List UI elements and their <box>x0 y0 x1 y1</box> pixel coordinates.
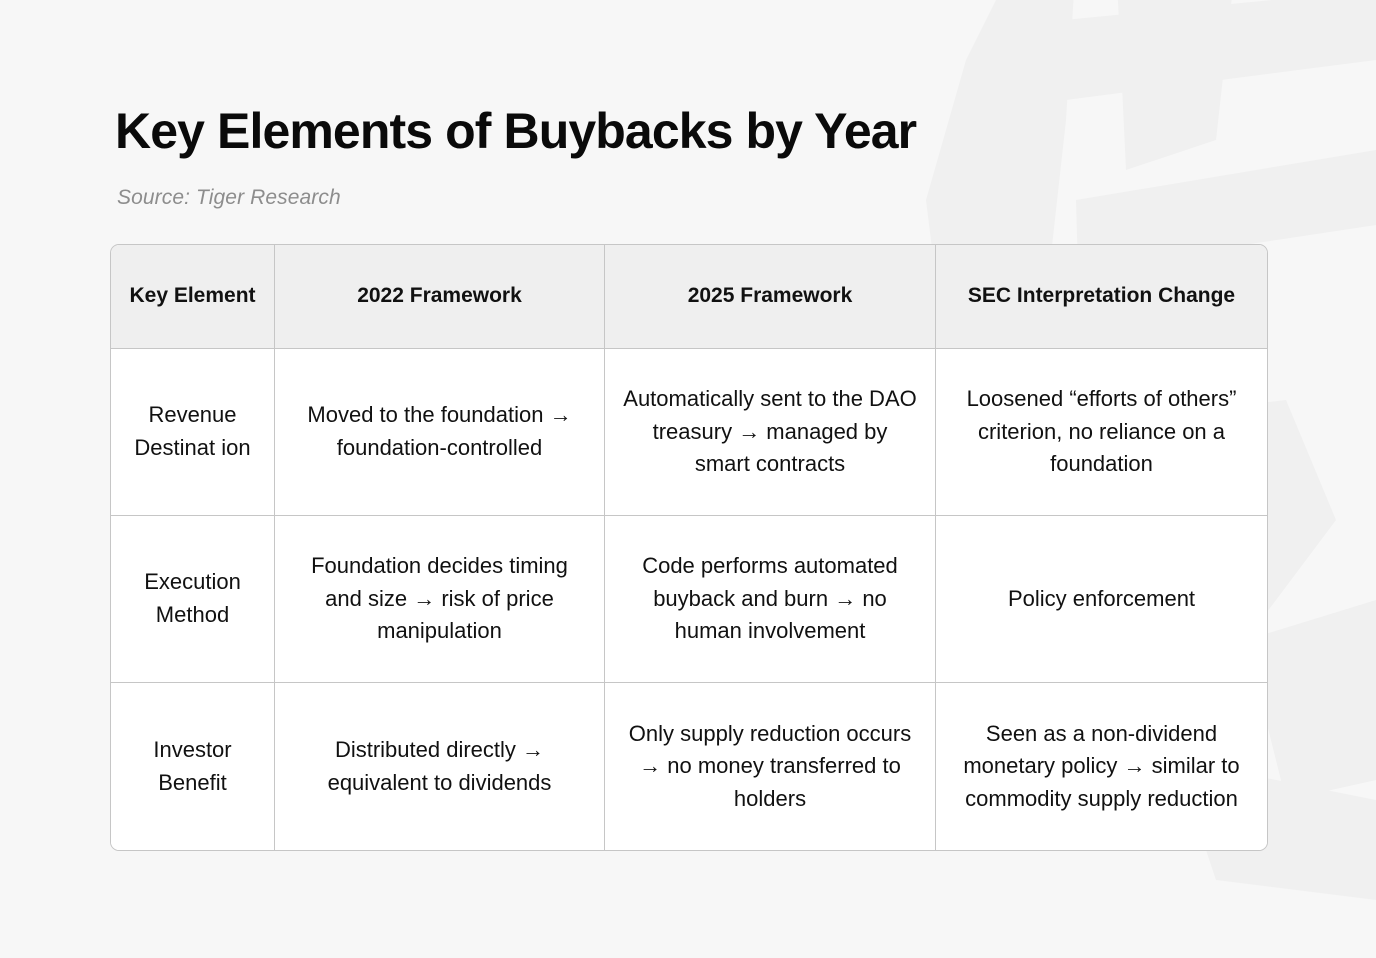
column-header-key-element: Key Element <box>111 245 275 349</box>
cell-sec-interpretation-change: Loosened “efforts of others” criterion, … <box>936 349 1267 516</box>
cell-key-element: Investor Benefit <box>111 683 275 850</box>
table-row: Investor Benefit Distributed directly → … <box>111 683 1267 850</box>
page-title: Key Elements of Buybacks by Year <box>115 103 917 159</box>
cell-2022-framework: Distributed directly → equivalent to div… <box>275 683 605 850</box>
buyback-comparison-table: Key Element 2022 Framework 2025 Framewor… <box>110 244 1268 851</box>
cell-key-element: Revenue Destinat ion <box>111 349 275 516</box>
cell-key-element: Execution Method <box>111 516 275 683</box>
cell-sec-interpretation-change: Policy enforcement <box>936 516 1267 683</box>
table-body: Revenue Destinat ion Moved to the founda… <box>111 349 1267 850</box>
cell-sec-interpretation-change: Seen as a non-dividend monetary policy →… <box>936 683 1267 850</box>
cell-2025-framework: Only supply reduction occurs → no money … <box>605 683 936 850</box>
table-row: Execution Method Foundation decides timi… <box>111 516 1267 683</box>
column-header-2022-framework: 2022 Framework <box>275 245 605 349</box>
column-header-sec-interpretation-change: SEC Interpretation Change <box>936 245 1267 349</box>
table-header: Key Element 2022 Framework 2025 Framewor… <box>111 245 1267 349</box>
cell-2022-framework: Foundation decides timing and size → ris… <box>275 516 605 683</box>
cell-2025-framework: Automatically sent to the DAO treasury →… <box>605 349 936 516</box>
cell-2022-framework: Moved to the foundation → foundation-con… <box>275 349 605 516</box>
column-header-2025-framework: 2025 Framework <box>605 245 936 349</box>
page-source-caption: Source: Tiger Research <box>117 186 341 209</box>
cell-2025-framework: Code performs automated buyback and burn… <box>605 516 936 683</box>
table-row: Revenue Destinat ion Moved to the founda… <box>111 349 1267 516</box>
table-header-row: Key Element 2022 Framework 2025 Framewor… <box>111 245 1267 349</box>
